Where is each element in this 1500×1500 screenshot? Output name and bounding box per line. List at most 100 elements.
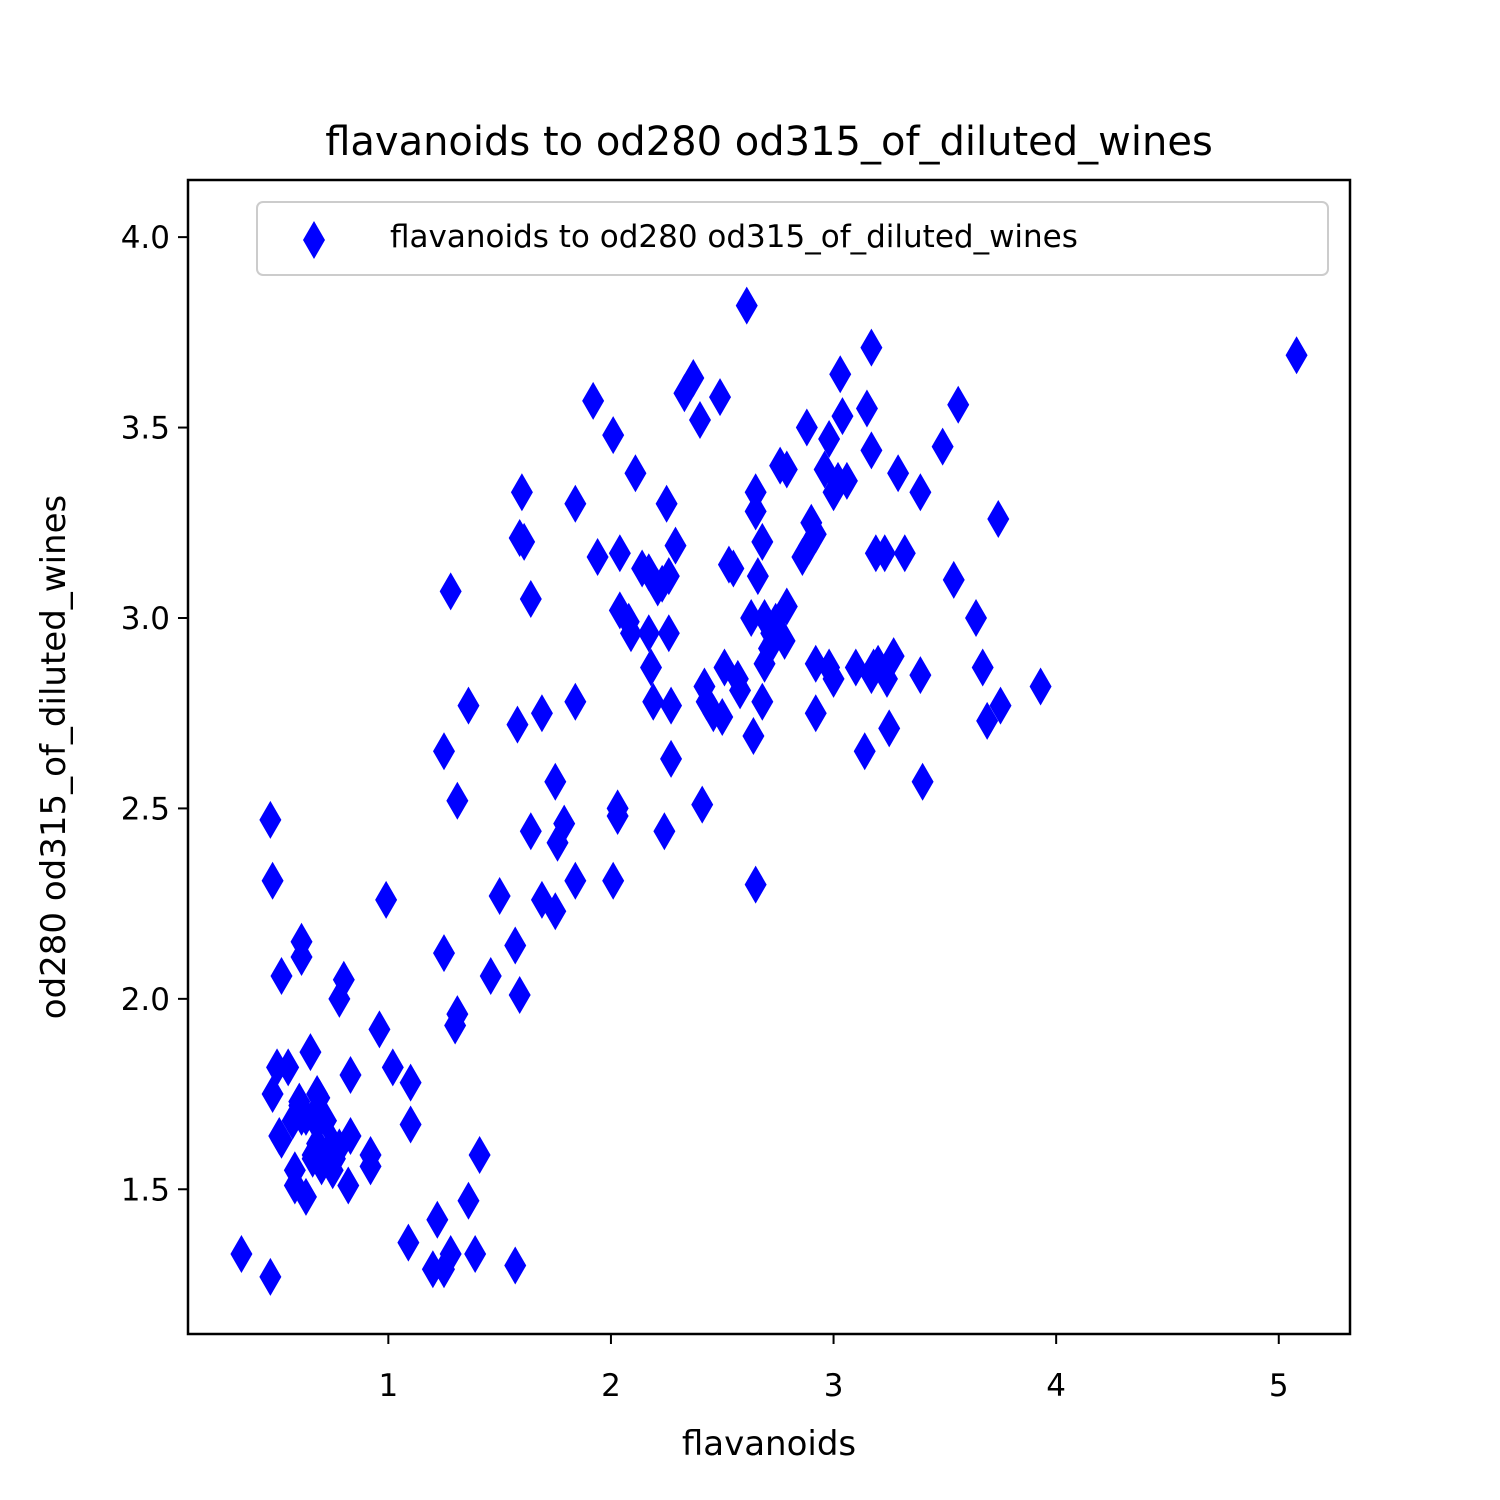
data-point xyxy=(544,762,567,801)
y-axis-ticks: 1.5 2.0 2.5 3.0 3.5 4.0 xyxy=(121,220,188,1208)
data-point xyxy=(775,450,798,489)
data-point xyxy=(911,762,934,801)
data-point xyxy=(488,877,511,916)
data-point xyxy=(640,648,663,687)
data-point xyxy=(860,328,883,367)
data-point xyxy=(751,682,774,721)
y-tick-label: 1.5 xyxy=(121,1172,170,1208)
data-point xyxy=(608,534,631,573)
data-point xyxy=(657,614,680,653)
x-tick-label: 1 xyxy=(378,1368,398,1404)
data-point xyxy=(746,557,769,596)
data-point xyxy=(513,522,536,561)
data-point xyxy=(439,1235,462,1274)
x-tick-label: 2 xyxy=(601,1368,621,1404)
data-point xyxy=(375,880,398,919)
data-point xyxy=(259,800,282,839)
data-point xyxy=(931,427,954,466)
data-point xyxy=(277,1048,300,1087)
data-point xyxy=(337,1166,360,1205)
data-point xyxy=(795,408,818,447)
data-point xyxy=(878,709,901,748)
data-point xyxy=(660,739,683,778)
data-point xyxy=(855,389,878,428)
legend: flavanoids to od280 od315_of_diluted_win… xyxy=(256,201,1329,276)
legend-box xyxy=(256,201,1329,276)
data-point xyxy=(744,492,767,531)
data-point xyxy=(653,812,676,851)
data-point xyxy=(971,648,994,687)
data-point xyxy=(822,659,845,698)
data-point xyxy=(682,359,705,398)
data-point xyxy=(965,598,988,637)
data-point xyxy=(853,732,876,771)
data-point xyxy=(381,1048,404,1087)
x-tick-label: 3 xyxy=(824,1368,844,1404)
points-layer xyxy=(230,286,1308,1296)
data-point xyxy=(1029,667,1052,706)
data-point xyxy=(711,698,734,737)
data-point xyxy=(479,956,502,995)
data-point xyxy=(399,1105,422,1144)
chart-title: flavanoids to od280 od315_of_diluted_win… xyxy=(325,119,1213,165)
data-point xyxy=(259,1257,282,1296)
data-point xyxy=(735,286,758,325)
data-point xyxy=(804,644,827,683)
data-point xyxy=(446,995,469,1034)
data-point xyxy=(887,454,910,493)
data-point xyxy=(664,526,687,565)
y-tick-label: 3.0 xyxy=(121,601,170,637)
data-point xyxy=(270,1120,293,1159)
data-point xyxy=(860,431,883,470)
data-point xyxy=(399,1063,422,1102)
data-point xyxy=(619,614,642,653)
data-point xyxy=(637,614,660,653)
data-point xyxy=(909,473,932,512)
data-point xyxy=(660,686,683,725)
data-point xyxy=(909,656,932,695)
y-tick-label: 2.5 xyxy=(121,791,170,827)
data-point xyxy=(976,701,999,740)
data-point xyxy=(457,1181,480,1220)
data-point xyxy=(740,598,763,637)
data-point xyxy=(510,473,533,512)
y-tick-label: 3.5 xyxy=(121,411,170,447)
data-point xyxy=(773,621,796,660)
data-point xyxy=(989,686,1012,725)
data-point xyxy=(294,1177,317,1216)
data-point xyxy=(882,637,905,676)
y-axis-label: od280 od315_of_diluted_wines xyxy=(34,495,74,1019)
data-point xyxy=(397,1223,420,1262)
data-point xyxy=(339,1056,362,1095)
data-point xyxy=(299,1033,322,1072)
data-point xyxy=(947,385,970,424)
data-point xyxy=(504,1246,527,1285)
data-point xyxy=(421,1250,444,1289)
data-point xyxy=(829,355,852,394)
data-point xyxy=(835,461,858,500)
data-point xyxy=(506,705,529,744)
data-point xyxy=(742,717,765,756)
data-point xyxy=(691,785,714,824)
axes-frame xyxy=(186,178,1352,1336)
data-point xyxy=(332,960,355,999)
data-point xyxy=(432,934,455,973)
data-point xyxy=(844,648,867,687)
x-axis-ticks: 1 2 3 4 5 xyxy=(378,1334,1289,1404)
data-point xyxy=(688,400,711,439)
data-point xyxy=(586,538,609,577)
data-point xyxy=(804,694,827,733)
legend-label: flavanoids to od280 od315_of_diluted_win… xyxy=(390,219,1078,255)
y-tick-label: 2.0 xyxy=(121,982,170,1018)
data-point xyxy=(1285,336,1308,375)
x-tick-label: 4 xyxy=(1046,1368,1066,1404)
data-point xyxy=(464,1235,487,1274)
data-point xyxy=(446,781,469,820)
data-point xyxy=(270,956,293,995)
data-point xyxy=(606,797,629,836)
data-point xyxy=(519,579,542,618)
data-point xyxy=(831,397,854,436)
data-point xyxy=(657,557,680,596)
data-point xyxy=(339,1116,362,1155)
x-tick-label: 5 xyxy=(1269,1368,1289,1404)
